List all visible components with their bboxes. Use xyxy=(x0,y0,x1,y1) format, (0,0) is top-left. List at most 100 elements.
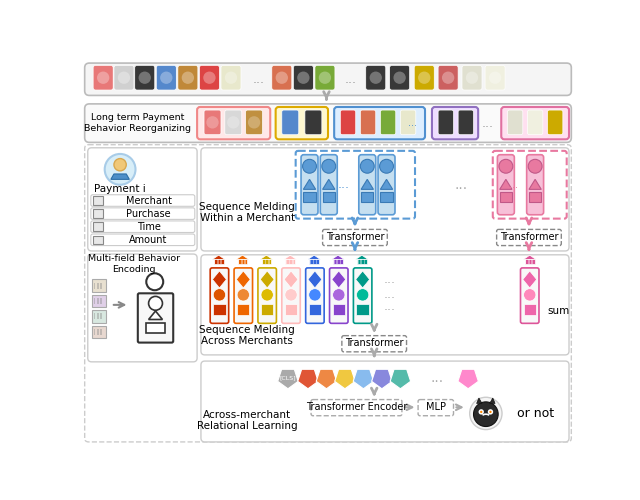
FancyBboxPatch shape xyxy=(258,268,276,324)
Bar xyxy=(262,260,271,264)
Circle shape xyxy=(139,72,151,84)
Bar xyxy=(241,260,243,264)
Bar xyxy=(100,314,102,320)
Bar xyxy=(100,328,102,335)
Bar xyxy=(303,192,316,202)
Polygon shape xyxy=(260,271,274,288)
Bar xyxy=(92,310,106,322)
Text: Transformer: Transformer xyxy=(500,232,558,242)
FancyBboxPatch shape xyxy=(497,230,561,246)
Polygon shape xyxy=(298,370,318,389)
Polygon shape xyxy=(372,370,392,389)
Text: ...: ... xyxy=(481,116,493,130)
Circle shape xyxy=(322,160,336,173)
FancyBboxPatch shape xyxy=(497,154,515,215)
Polygon shape xyxy=(332,271,346,288)
Bar xyxy=(361,192,373,202)
Polygon shape xyxy=(335,370,355,389)
Circle shape xyxy=(308,288,321,301)
FancyBboxPatch shape xyxy=(359,154,376,215)
Text: ...: ... xyxy=(383,273,396,286)
Polygon shape xyxy=(278,370,298,389)
FancyBboxPatch shape xyxy=(330,268,348,324)
Circle shape xyxy=(474,402,498,426)
FancyBboxPatch shape xyxy=(501,107,569,140)
Circle shape xyxy=(319,72,331,84)
Circle shape xyxy=(261,288,273,301)
FancyBboxPatch shape xyxy=(432,107,478,140)
Bar xyxy=(94,314,95,320)
Bar xyxy=(100,298,102,304)
Bar xyxy=(93,210,103,218)
Circle shape xyxy=(466,72,478,84)
Bar xyxy=(333,304,345,315)
FancyBboxPatch shape xyxy=(91,194,195,206)
Bar xyxy=(97,282,99,288)
FancyBboxPatch shape xyxy=(353,268,372,324)
Text: ...: ... xyxy=(430,371,443,385)
Polygon shape xyxy=(490,398,495,404)
Circle shape xyxy=(237,288,250,301)
FancyBboxPatch shape xyxy=(462,66,482,90)
Bar xyxy=(364,260,365,264)
Bar xyxy=(217,260,219,264)
Bar xyxy=(285,304,297,315)
Bar xyxy=(237,260,239,264)
Text: Transformer Encoder: Transformer Encoder xyxy=(306,402,407,412)
Circle shape xyxy=(225,72,237,84)
Polygon shape xyxy=(308,271,322,288)
Text: ...: ... xyxy=(383,288,396,302)
Circle shape xyxy=(227,116,239,128)
Circle shape xyxy=(479,409,484,414)
Circle shape xyxy=(356,288,369,301)
FancyBboxPatch shape xyxy=(547,110,563,134)
FancyBboxPatch shape xyxy=(178,66,198,90)
FancyBboxPatch shape xyxy=(342,336,406,352)
FancyBboxPatch shape xyxy=(340,110,356,134)
Text: Transformer: Transformer xyxy=(326,232,384,242)
Bar xyxy=(97,298,99,304)
Bar xyxy=(214,260,223,264)
FancyBboxPatch shape xyxy=(311,400,402,415)
Polygon shape xyxy=(148,311,163,320)
Circle shape xyxy=(524,288,536,301)
Circle shape xyxy=(418,72,431,84)
FancyBboxPatch shape xyxy=(520,268,539,324)
FancyBboxPatch shape xyxy=(276,107,328,140)
Text: ...: ... xyxy=(253,72,265,86)
FancyBboxPatch shape xyxy=(88,254,197,362)
FancyBboxPatch shape xyxy=(360,110,376,134)
Circle shape xyxy=(206,116,219,128)
Text: sum: sum xyxy=(547,306,570,316)
FancyBboxPatch shape xyxy=(138,294,173,343)
FancyBboxPatch shape xyxy=(401,110,416,134)
Circle shape xyxy=(105,154,136,184)
FancyBboxPatch shape xyxy=(414,66,435,90)
Polygon shape xyxy=(284,255,296,260)
FancyBboxPatch shape xyxy=(334,107,425,140)
Bar xyxy=(380,192,393,202)
Polygon shape xyxy=(356,271,369,288)
Text: ...: ... xyxy=(337,178,349,191)
FancyBboxPatch shape xyxy=(418,400,454,415)
Text: Time: Time xyxy=(137,222,161,232)
Bar xyxy=(97,314,99,320)
Circle shape xyxy=(276,72,288,84)
Bar xyxy=(524,304,536,315)
FancyBboxPatch shape xyxy=(91,208,195,220)
Bar xyxy=(529,192,541,202)
Bar xyxy=(316,260,317,264)
Polygon shape xyxy=(361,180,373,190)
FancyBboxPatch shape xyxy=(84,144,572,442)
Bar xyxy=(147,322,164,334)
Text: ...: ... xyxy=(454,178,468,192)
Polygon shape xyxy=(212,271,227,288)
Bar xyxy=(93,222,103,231)
Text: MLP: MLP xyxy=(426,402,446,412)
FancyBboxPatch shape xyxy=(320,154,337,215)
Circle shape xyxy=(204,72,216,84)
Bar xyxy=(292,260,294,264)
Polygon shape xyxy=(236,271,250,288)
FancyBboxPatch shape xyxy=(204,110,221,134)
Text: Sequence Melding
Across Merchants: Sequence Melding Across Merchants xyxy=(199,325,295,346)
